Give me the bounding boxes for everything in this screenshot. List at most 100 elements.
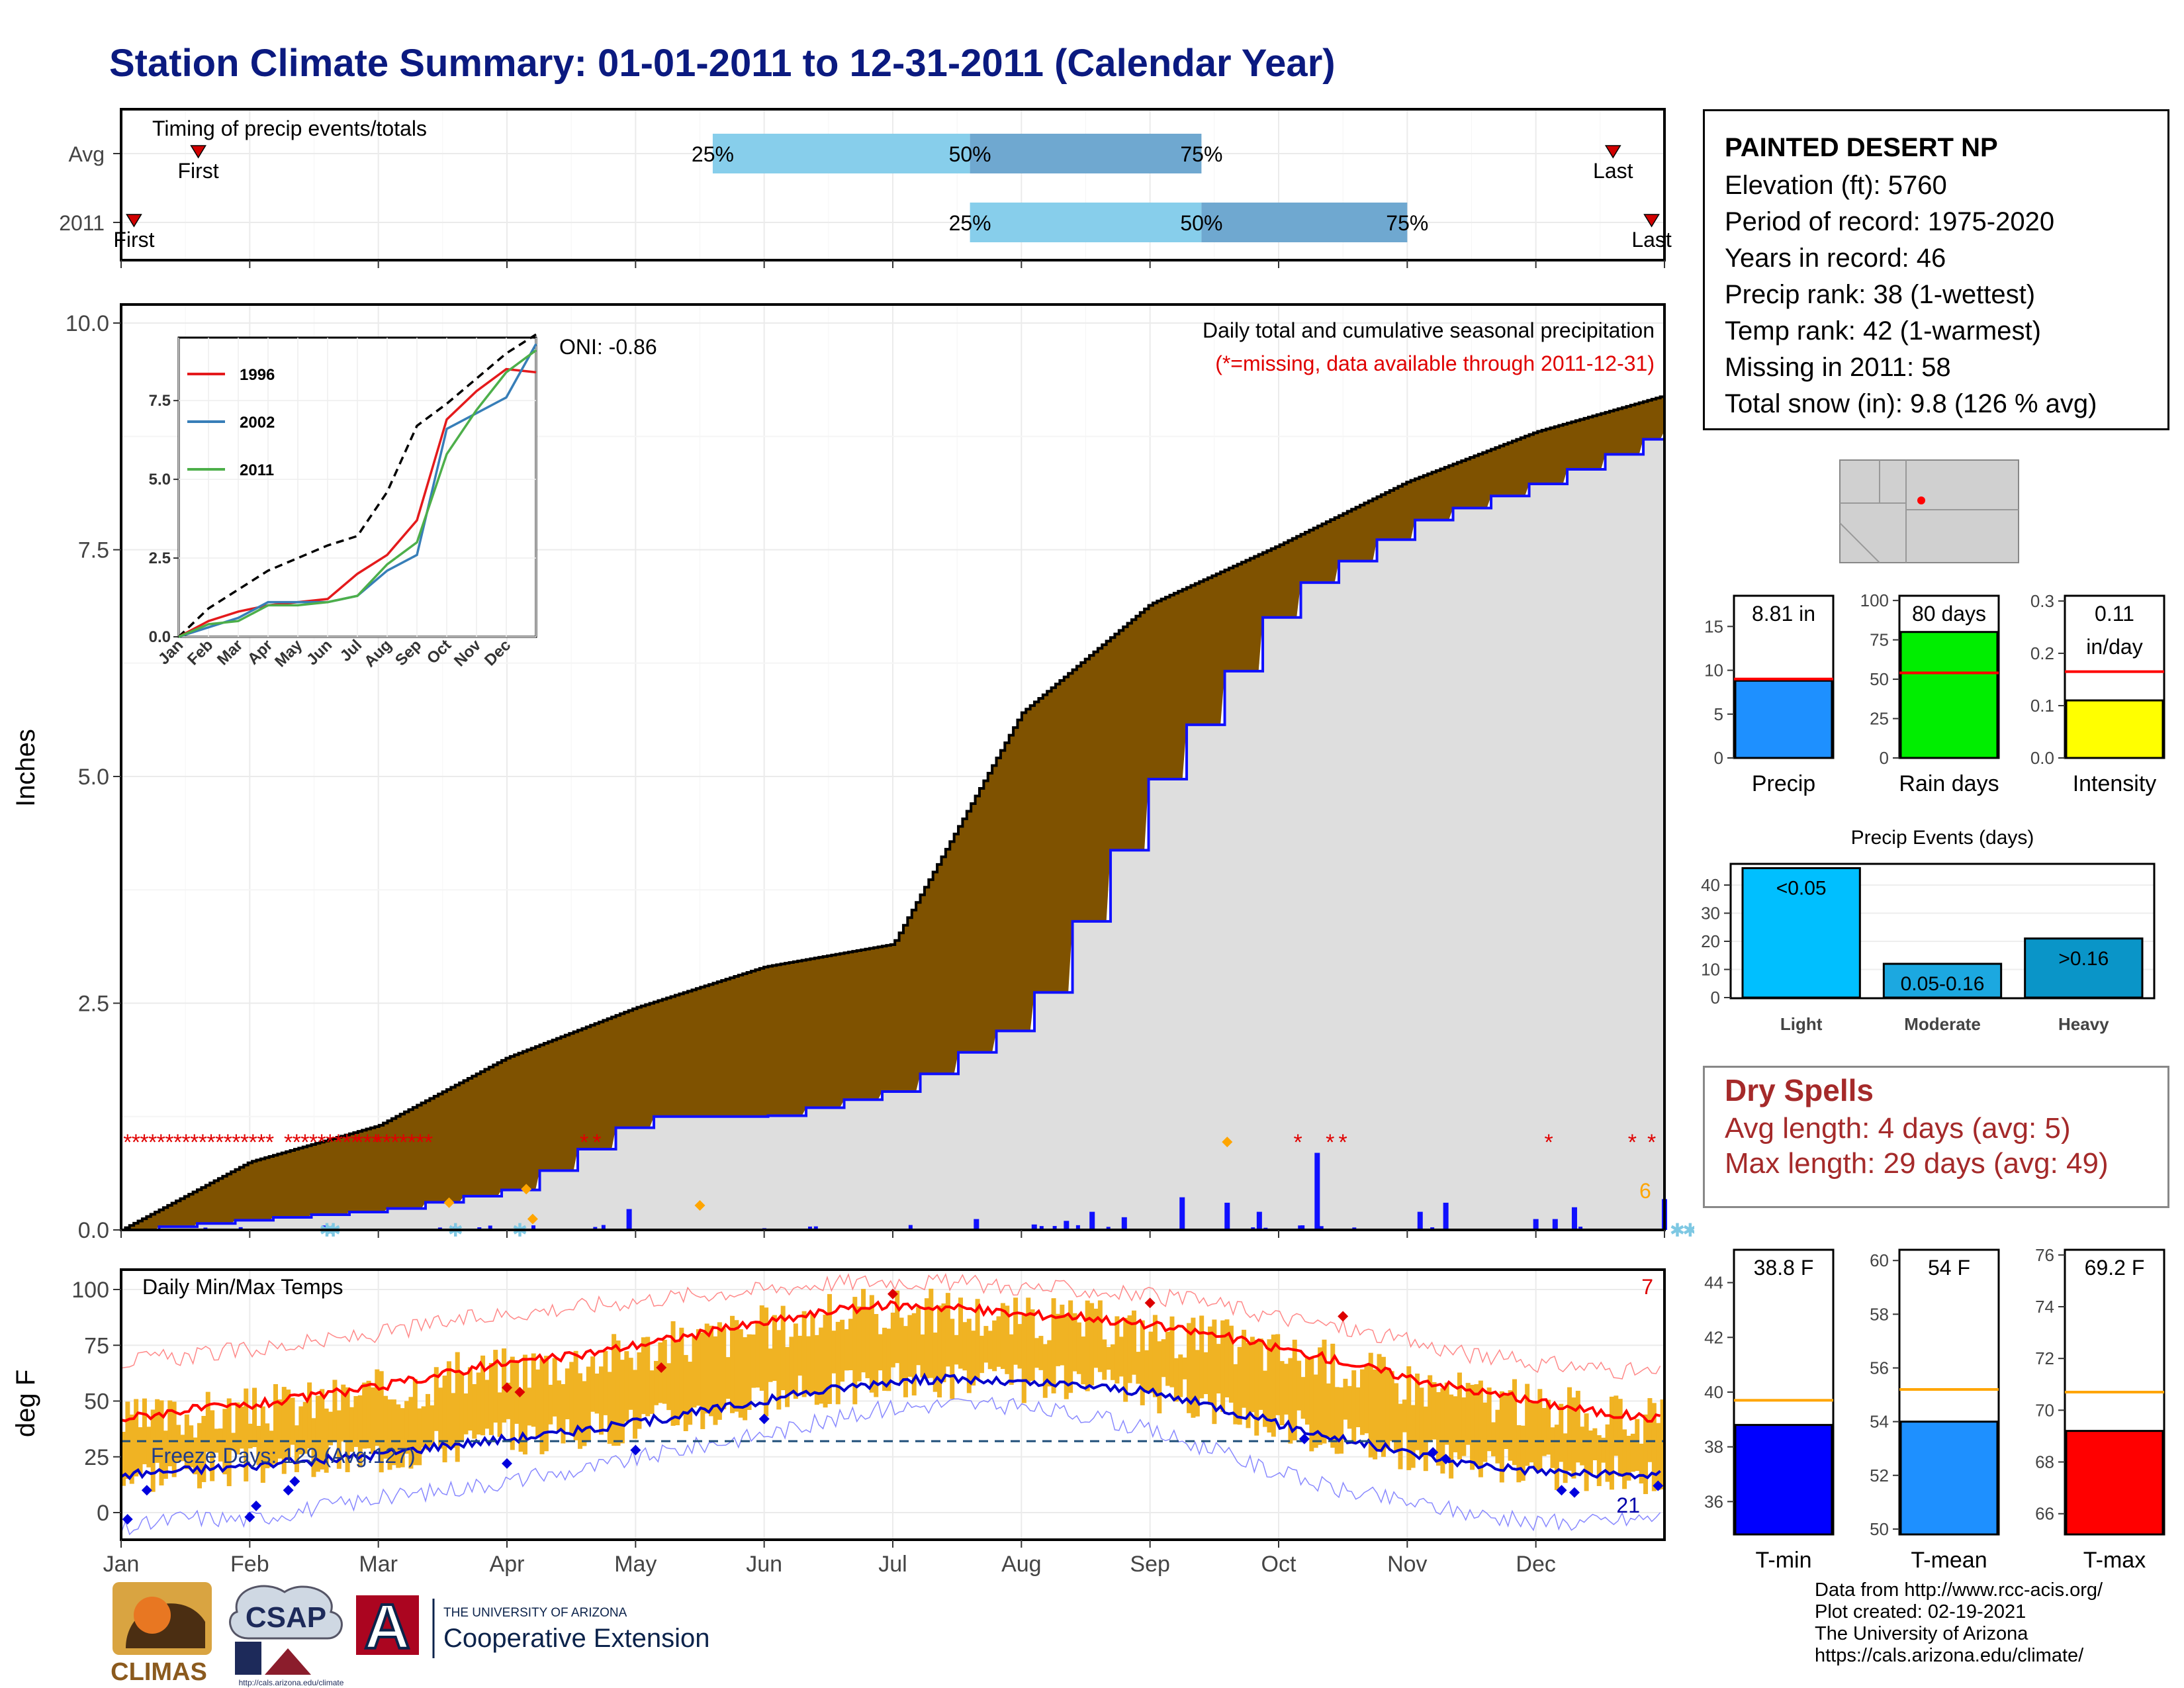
daily-precip-bar xyxy=(1314,1152,1320,1230)
daily-temp-bar xyxy=(1182,1357,1187,1380)
inset-legend-label: 1996 xyxy=(240,366,275,384)
y-tick-label: 0 xyxy=(1711,988,1720,1008)
y-tick-label: 76 xyxy=(2035,1245,2054,1265)
daily-temp-bar xyxy=(992,1320,997,1372)
daily-temp-bar xyxy=(527,1387,532,1426)
daily-precip-bar xyxy=(1298,1225,1302,1230)
y-tick-label: 58 xyxy=(1870,1304,1889,1324)
daily-temp-bar xyxy=(1169,1316,1175,1387)
daily-temp-bar xyxy=(1191,1317,1196,1418)
daily-precip-bar xyxy=(1121,1217,1127,1230)
heavy-precip-marker xyxy=(1222,1137,1233,1148)
first-event-marker xyxy=(190,145,206,159)
daily-temp-bar xyxy=(1144,1350,1150,1391)
daily-temp-bar xyxy=(848,1319,853,1371)
missing-data-marker: * xyxy=(284,1130,293,1155)
daily-temp-bar xyxy=(1051,1298,1056,1393)
daily-temp-bar xyxy=(1207,1326,1212,1405)
daily-temp-bar xyxy=(408,1397,414,1469)
precip-value: 8.81 in xyxy=(1752,602,1815,626)
daily-temp-bar xyxy=(911,1313,917,1396)
daily-precip-bar xyxy=(322,1225,326,1230)
precip-annotation: Daily total and cumulative seasonal prec… xyxy=(1203,318,1655,342)
daily-temp-bar xyxy=(1571,1397,1576,1479)
daily-temp-bar xyxy=(1656,1423,1661,1490)
daily-temp-bar xyxy=(954,1335,959,1365)
daily-temp-bar xyxy=(1635,1419,1640,1472)
daily-temp-bar xyxy=(1118,1336,1124,1377)
inset-y-tick: 0.0 xyxy=(149,628,171,646)
daily-temp-bar xyxy=(201,1415,206,1482)
events-frame xyxy=(1729,863,2156,1000)
y-tick-label: 66 xyxy=(2035,1504,2054,1524)
y-tick-label: 0.3 xyxy=(2030,591,2054,611)
tmean-bar xyxy=(1899,1421,1999,1536)
daily-temp-bar xyxy=(1318,1347,1323,1445)
daily-precip-bar xyxy=(1571,1207,1577,1230)
y-tick-label: 68 xyxy=(2035,1452,2054,1472)
daily-temp-bar xyxy=(1165,1331,1171,1386)
daily-temp-bar xyxy=(1605,1424,1610,1482)
daily-temp-bar xyxy=(721,1328,727,1409)
daily-temp-bar xyxy=(801,1311,807,1397)
daily-temp-bar xyxy=(819,1327,824,1404)
daily-temp-bar xyxy=(1381,1356,1386,1457)
daily-temp-bar xyxy=(924,1298,929,1379)
missing-data-marker: * xyxy=(318,1130,326,1155)
daily-temp-bar xyxy=(950,1319,955,1399)
daily-precip-bar xyxy=(1179,1197,1185,1230)
missing-data-marker: * xyxy=(232,1130,240,1155)
daily-temp-bar xyxy=(1435,1392,1441,1466)
missing-data-marker: * xyxy=(293,1130,301,1155)
daily-temp-bar xyxy=(1085,1300,1090,1391)
missing-data-marker: * xyxy=(182,1130,191,1155)
daily-temp-bar xyxy=(1423,1406,1428,1472)
daily-temp-bar xyxy=(573,1350,578,1440)
daily-temp-bar xyxy=(493,1350,498,1423)
event-bar-moderate xyxy=(1882,962,2003,999)
x-tick-label: Sep xyxy=(1130,1552,1170,1577)
timing-bar-25-50 xyxy=(712,134,970,173)
daily-temp-bar xyxy=(1351,1370,1357,1444)
daily-temp-bar xyxy=(882,1327,887,1391)
daily-temp-bar xyxy=(823,1315,828,1408)
temperature-panel: 0 25 50 75 100 Jan Feb Mar Apr May Jun Jul Aug Sep Oct… xyxy=(11,1268,1666,1577)
daily-temp-bar xyxy=(518,1389,523,1452)
y-tick-label: 52 xyxy=(1870,1466,1889,1485)
daily-temp-bar xyxy=(734,1320,739,1412)
station-line: Elevation (ft): 5760 xyxy=(1725,171,1947,200)
snow-marker: ✱ xyxy=(1670,1220,1685,1241)
station-line: Years in record: 46 xyxy=(1725,244,1946,273)
y-tick-label: 20 xyxy=(1701,931,1720,951)
daily-temp-bar xyxy=(1516,1425,1522,1483)
daily-temp-bar xyxy=(561,1383,566,1444)
daily-temp-bar xyxy=(1457,1372,1462,1460)
daily-temp-bar xyxy=(679,1327,684,1416)
daily-temp-bar xyxy=(755,1321,760,1388)
daily-temp-bar xyxy=(929,1288,934,1378)
last-event-label: Last xyxy=(1593,159,1633,183)
missing-data-marker: * xyxy=(351,1130,359,1155)
daily-temp-bar xyxy=(1355,1387,1361,1428)
daily-temp-bar xyxy=(582,1381,587,1446)
daily-temp-bar xyxy=(1449,1394,1454,1479)
daily-temp-bar xyxy=(768,1348,773,1382)
missing-annotation: (*=missing, data available through 2011-… xyxy=(1215,352,1655,375)
daily-temp-bar xyxy=(1326,1383,1331,1438)
station-line: Missing in 2011: 58 xyxy=(1725,353,1951,382)
daily-temp-bar xyxy=(205,1391,210,1452)
daily-temp-bar xyxy=(628,1358,633,1410)
daily-precip-bar xyxy=(453,1227,457,1230)
daily-temp-bar xyxy=(387,1399,392,1470)
intensity-unit: in/day xyxy=(2086,635,2142,659)
daily-temp-bar xyxy=(688,1362,693,1425)
daily-temp-bar xyxy=(433,1367,439,1431)
daily-temp-bar xyxy=(1089,1303,1095,1385)
daily-temp-bar xyxy=(1559,1403,1564,1462)
daily-precip-bar xyxy=(807,1226,812,1230)
daily-temp-bar xyxy=(488,1363,494,1435)
daily-temp-bar xyxy=(598,1366,604,1435)
record-high-marker xyxy=(887,1288,898,1299)
daily-temp-bar xyxy=(1267,1339,1272,1433)
credit-line: Data from http://www.rcc-acis.org/ xyxy=(1815,1579,2103,1601)
